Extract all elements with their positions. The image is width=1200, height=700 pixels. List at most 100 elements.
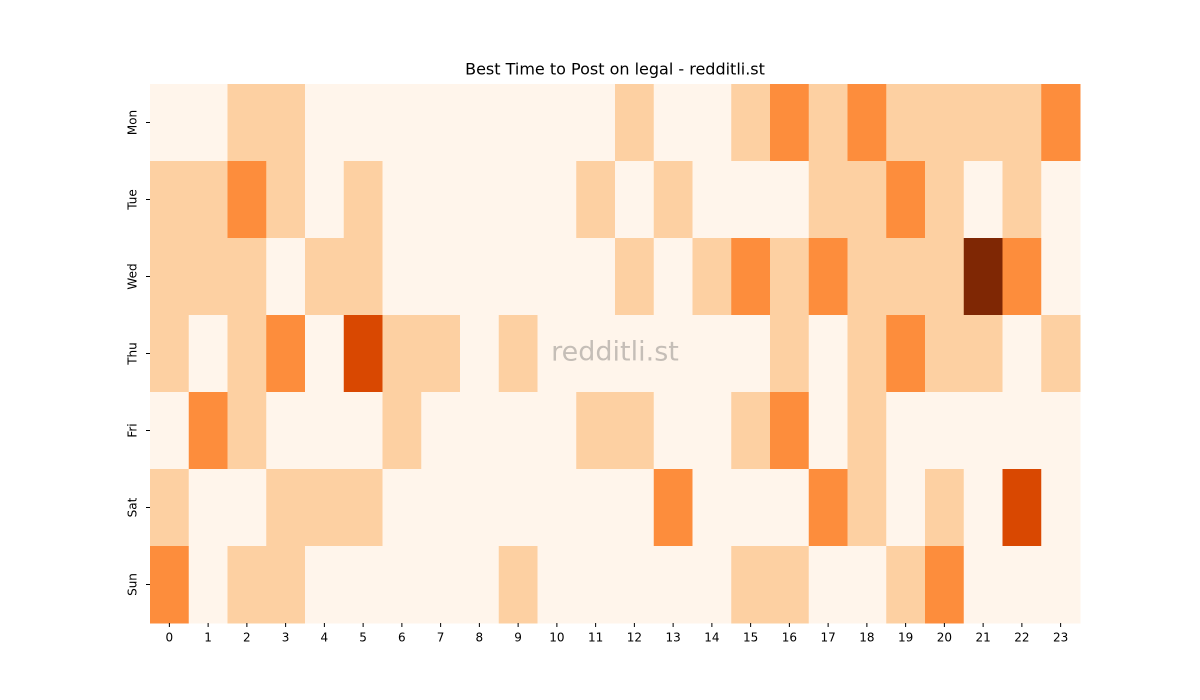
heat-cell — [886, 392, 926, 470]
heat-cell — [266, 392, 306, 470]
heat-cell — [227, 315, 267, 393]
heat-cell — [925, 469, 965, 547]
heat-cell — [305, 546, 345, 624]
heat-cell — [460, 238, 500, 316]
heat-cell — [537, 315, 577, 393]
heat-cell — [653, 238, 693, 316]
heat-cell — [692, 546, 732, 624]
heat-cell — [615, 238, 655, 316]
x-tick-label: 13 — [665, 631, 680, 645]
heat-cell — [343, 315, 383, 393]
heat-cell — [770, 238, 810, 316]
heat-cell — [653, 315, 693, 393]
heat-cell — [305, 392, 345, 470]
heat-cell — [692, 238, 732, 316]
heat-cell — [382, 84, 422, 162]
heat-cell — [770, 315, 810, 393]
heat-cell — [576, 161, 616, 239]
heat-cell — [305, 469, 345, 547]
heat-cell — [266, 546, 306, 624]
heat-cell — [150, 84, 190, 162]
heat-cell — [266, 469, 306, 547]
heat-cell — [188, 315, 228, 393]
heat-cell — [692, 469, 732, 547]
heat-cell — [537, 84, 577, 162]
heat-cell — [886, 161, 926, 239]
heat-cell — [1041, 161, 1081, 239]
heat-cell — [227, 546, 267, 624]
heat-cell — [847, 315, 887, 393]
heat-cell — [576, 546, 616, 624]
heat-cell — [615, 315, 655, 393]
heat-cell — [1002, 546, 1042, 624]
heat-cell — [963, 238, 1003, 316]
heat-cell — [421, 392, 461, 470]
heat-cell — [886, 84, 926, 162]
x-tick-label: 16 — [782, 631, 797, 645]
heat-cell — [692, 315, 732, 393]
heat-cell — [382, 161, 422, 239]
heat-cell — [925, 315, 965, 393]
heat-cell — [188, 392, 228, 470]
heat-cell — [731, 315, 771, 393]
x-tick-label: 12 — [627, 631, 642, 645]
heat-cell — [963, 546, 1003, 624]
heat-cell — [150, 546, 190, 624]
heat-cell — [1041, 469, 1081, 547]
heat-cell — [421, 238, 461, 316]
x-tick-label: 18 — [859, 631, 874, 645]
heat-cell — [692, 392, 732, 470]
x-tick-label: 2 — [243, 631, 251, 645]
heat-cell — [227, 84, 267, 162]
x-tick-label: 3 — [282, 631, 290, 645]
heat-cell — [925, 546, 965, 624]
heat-cell — [421, 315, 461, 393]
x-tick-label: 14 — [704, 631, 719, 645]
heat-cell — [963, 315, 1003, 393]
heat-cell — [343, 546, 383, 624]
x-tick-label: 0 — [166, 631, 174, 645]
heat-cell — [615, 546, 655, 624]
heat-cell — [847, 392, 887, 470]
x-tick-label: 7 — [437, 631, 445, 645]
heat-cell — [1002, 84, 1042, 162]
heat-cell — [227, 161, 267, 239]
heat-cell — [421, 546, 461, 624]
heat-cell — [731, 84, 771, 162]
heat-cell — [808, 392, 848, 470]
heat-cell — [847, 469, 887, 547]
y-tick-label: Thu — [126, 342, 140, 366]
chart-title: Best Time to Post on legal - redditli.st — [465, 60, 765, 79]
heat-cell — [537, 238, 577, 316]
heat-cell — [460, 469, 500, 547]
heat-cell — [653, 161, 693, 239]
heat-cell — [808, 84, 848, 162]
heat-cell — [537, 546, 577, 624]
heat-cell — [188, 84, 228, 162]
heat-cell — [808, 546, 848, 624]
heat-cell — [188, 238, 228, 316]
heat-cell — [731, 469, 771, 547]
heat-cell — [188, 161, 228, 239]
heat-cell — [1002, 161, 1042, 239]
heat-cell — [305, 238, 345, 316]
x-tick-label: 4 — [321, 631, 329, 645]
heat-cell — [460, 161, 500, 239]
heat-cell — [537, 392, 577, 470]
heat-cell — [498, 469, 538, 547]
heat-cell — [382, 546, 422, 624]
heat-cell — [653, 546, 693, 624]
heat-cell — [963, 392, 1003, 470]
heat-cell — [770, 161, 810, 239]
heat-cell — [615, 161, 655, 239]
heat-cell — [925, 392, 965, 470]
heat-cell — [808, 315, 848, 393]
heat-cell — [925, 238, 965, 316]
heat-cell — [847, 161, 887, 239]
y-tick-label: Fri — [126, 423, 140, 437]
heat-cell — [150, 161, 190, 239]
heat-cell — [576, 84, 616, 162]
x-tick-label: 10 — [549, 631, 564, 645]
heat-cell — [227, 392, 267, 470]
heat-cell — [460, 315, 500, 393]
